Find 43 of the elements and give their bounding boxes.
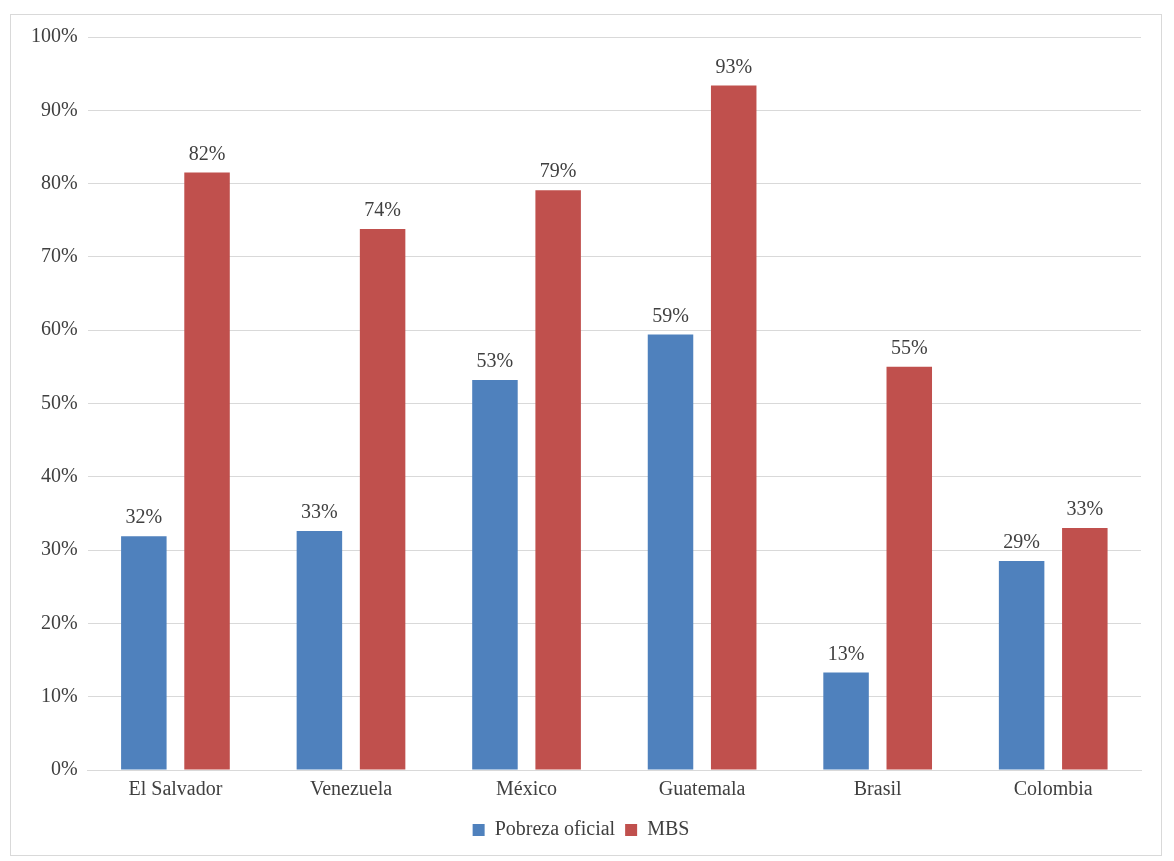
data-label: 79% — [539, 159, 577, 182]
data-label: 29% — [1003, 530, 1040, 553]
data-label: 33% — [301, 500, 338, 523]
bar — [472, 380, 518, 770]
bar — [998, 561, 1045, 770]
y-tick-label: 60% — [40, 317, 78, 340]
data-label: 13% — [827, 641, 865, 664]
bar — [823, 672, 869, 770]
data-label: 93% — [715, 54, 753, 77]
bar — [1062, 528, 1108, 770]
data-label: 53% — [476, 349, 514, 372]
y-tick-label: 40% — [40, 464, 78, 487]
y-tick-label: 0% — [50, 757, 78, 780]
bar — [359, 229, 406, 770]
y-tick-label: 20% — [40, 610, 78, 633]
data-label: 74% — [364, 198, 401, 221]
x-tick-label: Guatemala — [658, 777, 746, 800]
y-tick-label: 50% — [40, 390, 78, 413]
data-label: 32% — [125, 505, 163, 528]
data-label: 59% — [652, 303, 689, 326]
y-tick-label: 10% — [40, 683, 78, 706]
x-tick-label: Brasil — [853, 777, 902, 800]
bar — [886, 366, 933, 770]
y-tick-label: 90% — [40, 97, 78, 120]
y-tick-label: 80% — [40, 170, 78, 193]
bar — [296, 531, 343, 770]
legend-label: Pobreza oficial — [494, 817, 616, 840]
bar — [184, 172, 230, 770]
data-label: 82% — [188, 141, 226, 164]
x-tick-label: México — [496, 777, 558, 800]
x-tick-label: Venezuela — [309, 777, 393, 800]
legend-label: MBS — [647, 817, 690, 840]
x-tick-label: Colombia — [1013, 777, 1093, 800]
y-tick-label: 70% — [40, 244, 78, 267]
y-tick-label: 30% — [40, 537, 78, 560]
data-label: 33% — [1066, 497, 1104, 520]
y-tick-label: 100% — [30, 24, 78, 47]
bar — [710, 85, 757, 770]
bar — [121, 536, 167, 770]
x-tick-label: El Salvador — [128, 777, 223, 800]
data-label: 55% — [890, 336, 928, 359]
bar — [647, 334, 694, 770]
bar — [535, 190, 581, 770]
